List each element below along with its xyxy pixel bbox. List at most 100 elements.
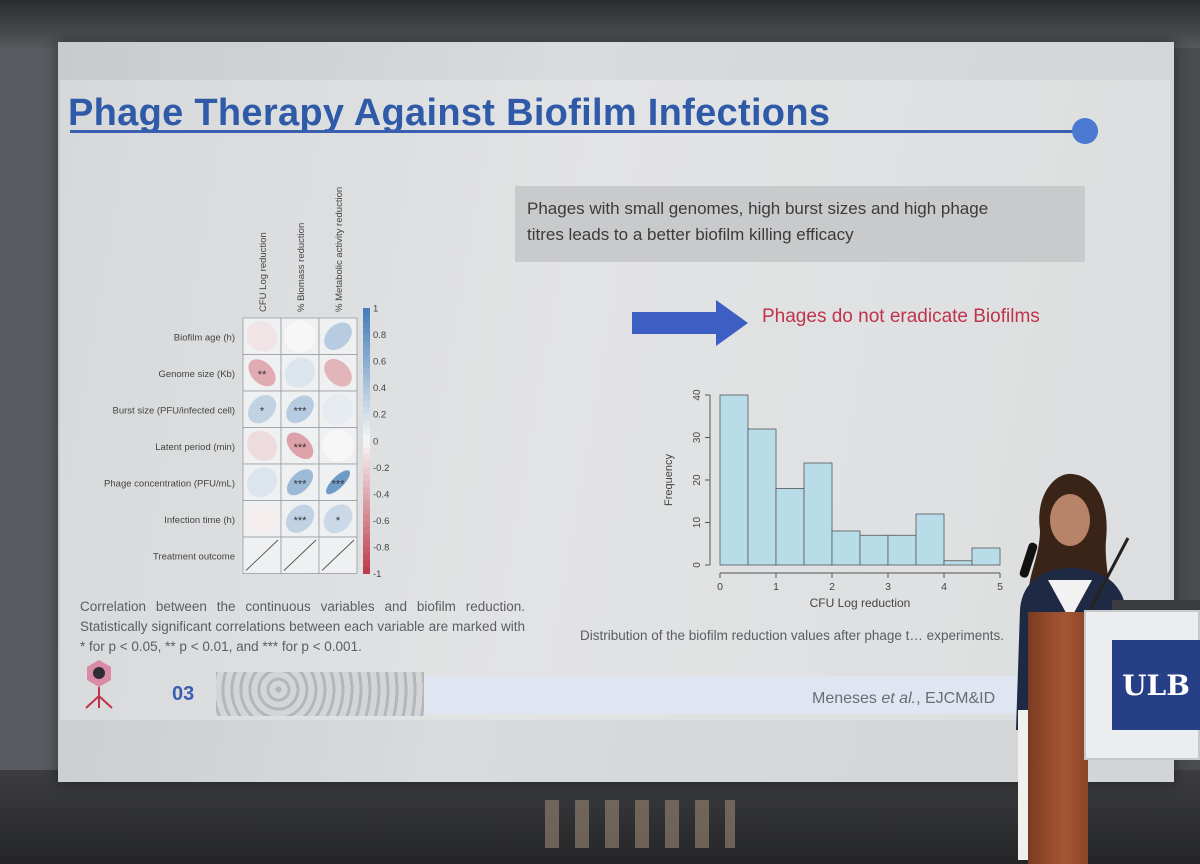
colorbar-segment <box>363 321 370 329</box>
colorbar-segment <box>363 354 370 362</box>
colorbar-tick-label: 1 <box>373 304 378 315</box>
correlation-ellipse <box>325 470 351 495</box>
histogram-bar <box>803 462 833 566</box>
caption-correlation: Correlation between the continuous varia… <box>80 599 525 654</box>
x-tick-label: 4 <box>941 581 947 593</box>
takeaway-line-2: titres leads to a better biofilm killing… <box>527 225 854 244</box>
colorbar-tick-label: 0.8 <box>373 330 386 341</box>
colorbar-segment <box>363 493 370 501</box>
caption-histogram: Distribution of the biofilm reduction va… <box>580 628 1004 643</box>
diagonal-line <box>245 539 279 571</box>
takeaway-line-1: Phages with small genomes, high burst si… <box>527 199 989 218</box>
y-tick-label: 20 <box>692 474 703 486</box>
column-label: % Metabolic activity reduction <box>334 187 345 312</box>
colorbar-segment <box>363 473 370 482</box>
correlation-ellipse <box>248 359 276 387</box>
colorbar-segment <box>363 480 370 488</box>
audience-chairs <box>545 800 735 848</box>
histogram-bar <box>915 513 945 566</box>
significance-mark: *** <box>294 442 308 454</box>
colorbar-segment <box>363 381 370 389</box>
correlation-ellipse <box>324 358 352 387</box>
colorbar-segment <box>363 566 370 574</box>
significance-mark: *** <box>294 515 308 527</box>
colorbar-tick-label: 0.2 <box>373 410 386 421</box>
correlation-ellipse <box>284 320 316 353</box>
ulb-logo: ULB <box>1112 640 1200 730</box>
slide-title: Phage Therapy Against Biofilm Infections <box>68 92 831 134</box>
x-tick-label: 5 <box>997 581 1003 593</box>
colorbar-segment <box>363 400 370 409</box>
colorbar-segment <box>363 553 370 561</box>
correlation-ellipse <box>324 322 352 351</box>
colorbar-segment <box>363 434 370 442</box>
colorbar-tick-label: -0.2 <box>373 463 389 474</box>
colorbar-segment <box>363 308 370 316</box>
arrow-right-icon <box>632 312 718 334</box>
correlation-ellipse <box>323 504 353 534</box>
room-ceiling <box>0 0 1200 48</box>
y-tick-label: 40 <box>692 389 703 401</box>
correlation-ellipse <box>286 469 314 496</box>
colorbar-tick-label: -0.8 <box>373 542 389 553</box>
colorbar-segment <box>363 513 370 521</box>
citation-author: Meneses <box>812 690 882 707</box>
title-underline <box>70 130 1080 133</box>
citation-journal: , EJCM&ID <box>916 690 996 707</box>
arrow-head-icon <box>716 300 748 346</box>
significance-mark: *** <box>332 478 346 490</box>
correlation-ellipse <box>322 393 354 425</box>
colorbar-segment <box>363 327 370 336</box>
correlation-ellipse <box>246 320 278 352</box>
colorbar-segment <box>363 334 370 342</box>
y-tick-label: 30 <box>692 432 703 444</box>
colorbar-segment <box>363 500 370 508</box>
y-tick-label: 0 <box>692 562 703 568</box>
colorbar-segment <box>363 367 370 375</box>
x-tick-label: 3 <box>885 581 891 593</box>
colorbar-segment <box>363 447 370 455</box>
callout-text: Phages do not eradicate Biofilms <box>762 306 1040 327</box>
correlation-ellipse <box>286 395 314 424</box>
row-label: Phage concentration (PFU/mL) <box>104 478 235 489</box>
significance-mark: *** <box>294 478 308 490</box>
y-tick-label: 10 <box>692 517 703 529</box>
colorbar-segment <box>363 454 370 462</box>
correlation-ellipse <box>286 432 314 460</box>
column-label: % Biomass reduction <box>296 223 307 312</box>
colorbar-segment <box>363 394 370 402</box>
significance-mark: ** <box>258 369 267 381</box>
correlation-ellipse <box>247 395 277 424</box>
histogram-bar <box>859 534 889 566</box>
page-number: 03 <box>172 683 195 705</box>
row-label: Genome size (Kb) <box>158 369 235 380</box>
colorbar-segment <box>363 387 370 395</box>
citation-etal: et al. <box>881 690 917 707</box>
y-axis-label: Frequency <box>663 454 675 506</box>
x-tick-label: 2 <box>829 581 835 593</box>
colorbar-segment <box>363 487 370 495</box>
colorbar-segment <box>363 427 370 435</box>
correlation-ellipse <box>246 430 278 461</box>
colorbar-segment <box>363 460 370 468</box>
colorbar-segment <box>363 341 370 349</box>
colorbar-segment <box>363 440 370 448</box>
row-label: Burst size (PFU/infected cell) <box>113 405 235 416</box>
correlation-ellipse <box>285 504 315 533</box>
diagonal-line <box>321 539 355 571</box>
significance-mark: *** <box>294 405 308 417</box>
histogram-bar <box>943 560 973 566</box>
colorbar-tick-label: 0.4 <box>373 383 386 394</box>
histogram-bar <box>775 488 805 566</box>
colorbar-segment <box>363 527 370 535</box>
title-dot <box>1072 118 1098 144</box>
colorbar-segment <box>363 420 370 428</box>
row-label: Biofilm age (h) <box>174 332 235 343</box>
colorbar-tick-label: 0.6 <box>373 357 386 368</box>
colorbar-segment <box>363 414 370 422</box>
citation: Meneses et al., EJCM&ID <box>812 690 995 708</box>
society-logo-icon <box>85 660 113 709</box>
row-label: Latent period (min) <box>155 442 235 453</box>
colorbar-segment <box>363 314 370 322</box>
correlation-ellipse <box>284 357 316 388</box>
